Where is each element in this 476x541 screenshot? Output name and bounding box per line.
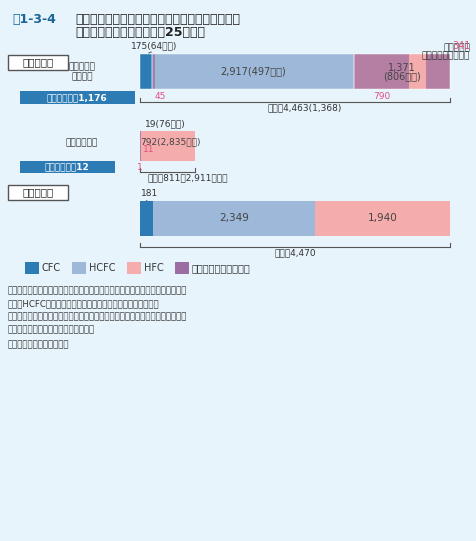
Text: 1: 1	[137, 163, 143, 172]
Text: CFC: CFC	[42, 263, 61, 273]
Text: 再利用合計：1,176: 再利用合計：1,176	[47, 93, 107, 102]
Text: 790: 790	[372, 92, 390, 101]
Text: 2,349: 2,349	[218, 214, 248, 223]
Text: カーエアコン: カーエアコン	[66, 138, 98, 148]
Text: 図1-3-4: 図1-3-4	[12, 13, 56, 26]
Bar	[152, 54, 354, 89]
Bar	[354, 54, 448, 89]
FancyBboxPatch shape	[20, 161, 115, 173]
Text: 792(2,835千台): 792(2,835千台)	[140, 137, 200, 147]
Text: 合計：4,463(1,368): 合計：4,463(1,368)	[267, 103, 341, 112]
FancyBboxPatch shape	[8, 185, 68, 200]
Text: 19(76千台): 19(76千台)	[145, 119, 186, 128]
Text: 341: 341	[452, 41, 470, 51]
Text: 単位：トン: 単位：トン	[442, 43, 469, 52]
Bar	[152, 54, 155, 89]
Text: 1,371: 1,371	[387, 63, 415, 72]
Text: 175(64千台): 175(64千台)	[130, 41, 177, 50]
Text: 回収した量: 回収した量	[22, 57, 53, 67]
Text: （）は回収した台数: （）は回収した台数	[421, 51, 469, 60]
Text: 再利用合計：12: 再利用合計：12	[45, 162, 89, 171]
Bar	[425, 54, 448, 89]
Text: HFC: HFC	[144, 263, 164, 273]
FancyBboxPatch shape	[20, 91, 135, 104]
Text: ２：HCFCはカーエアコンの冷媒として用いられていない。: ２：HCFCはカーエアコンの冷媒として用いられていない。	[8, 299, 159, 308]
Text: 業務用冷凍空調機器・カーエアコンからのフロン: 業務用冷凍空調機器・カーエアコンからのフロン	[75, 13, 239, 26]
Text: 45: 45	[154, 92, 165, 101]
Text: HCFC: HCFC	[89, 263, 116, 273]
Text: 類の回収・破壊量等（平成25年度）: 類の回収・破壊量等（平成25年度）	[75, 26, 205, 39]
Text: ３：破壊した量は、業務用冷凍空調機器及びカーエアコンから回収されたフ: ３：破壊した量は、業務用冷凍空調機器及びカーエアコンから回収されたフ	[8, 312, 187, 321]
Text: 2,917(497千台): 2,917(497千台)	[220, 67, 286, 76]
Text: うち再利用等された量: うち再利用等された量	[192, 263, 250, 273]
Bar	[127, 262, 141, 274]
Bar	[354, 54, 408, 89]
Text: ロン類の合計の破壊量である。: ロン類の合計の破壊量である。	[8, 325, 95, 334]
Text: 合計：4,470: 合計：4,470	[274, 248, 315, 257]
Bar	[140, 54, 152, 89]
Text: 1,940: 1,940	[367, 214, 397, 223]
Bar	[315, 201, 449, 236]
Text: 空調機器: 空調機器	[71, 72, 92, 81]
Text: 業務用冷凍: 業務用冷凍	[69, 62, 95, 71]
Text: 11: 11	[143, 144, 154, 154]
Text: 合計：811（2,911千台）: 合計：811（2,911千台）	[147, 173, 227, 182]
Bar	[354, 54, 448, 89]
Text: 資料：経済産業省、環境省: 資料：経済産業省、環境省	[8, 340, 69, 349]
Text: (806千台): (806千台)	[382, 71, 420, 82]
Bar	[140, 131, 195, 161]
Bar	[140, 201, 152, 236]
Bar	[140, 54, 152, 89]
Bar	[152, 54, 354, 89]
Bar	[25, 262, 39, 274]
Text: 注１：小数点未満を四捨五入のため、数値の和は必ずしも合計に一致しない。: 注１：小数点未満を四捨五入のため、数値の和は必ずしも合計に一致しない。	[8, 286, 187, 295]
Bar	[72, 262, 86, 274]
FancyBboxPatch shape	[8, 55, 68, 70]
Text: 破壊した量: 破壊した量	[22, 187, 53, 197]
Text: 181: 181	[140, 189, 158, 198]
Bar	[152, 201, 315, 236]
Bar	[175, 262, 188, 274]
